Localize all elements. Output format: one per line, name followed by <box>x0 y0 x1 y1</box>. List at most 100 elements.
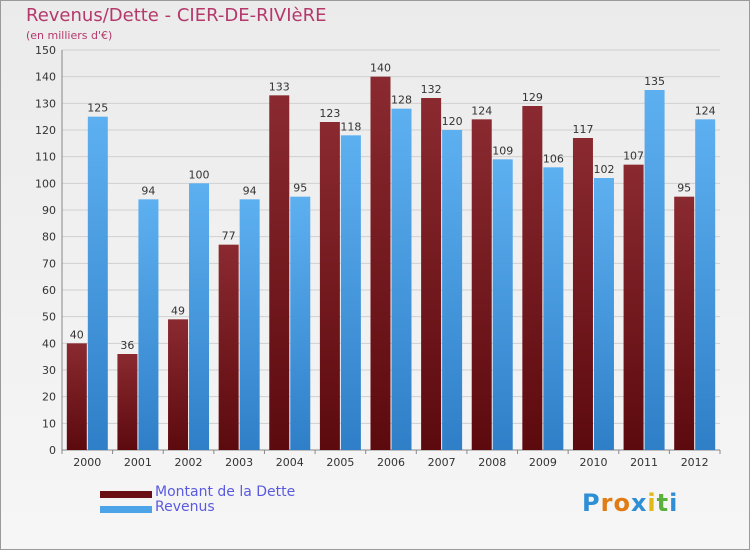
data-label: 132 <box>421 83 442 96</box>
y-tick-label: 40 <box>42 337 56 350</box>
bar-dette <box>471 119 492 450</box>
logo-letter: i <box>669 489 679 517</box>
data-label: 95 <box>677 182 691 195</box>
x-tick-label: 2011 <box>630 456 658 469</box>
bar-revenus <box>644 90 665 450</box>
bar-revenus <box>138 199 159 450</box>
x-tick-label: 2005 <box>326 456 354 469</box>
y-tick-label: 120 <box>35 124 56 137</box>
data-label: 106 <box>543 152 564 165</box>
logo-letter: P <box>582 489 601 517</box>
logo-letter: t <box>656 489 670 517</box>
data-label: 77 <box>222 230 236 243</box>
data-label: 124 <box>471 104 492 117</box>
bar-revenus <box>87 116 108 451</box>
y-tick-label: 100 <box>35 177 56 190</box>
y-tick-label: 30 <box>42 364 56 377</box>
bar-dette <box>168 319 189 450</box>
legend-swatch-revenus <box>100 506 152 513</box>
bar-dette <box>269 95 290 450</box>
data-label: 49 <box>171 304 185 317</box>
y-tick-label: 110 <box>35 151 56 164</box>
legend-label-dette: Montant de la Dette <box>155 484 296 500</box>
data-label: 107 <box>623 150 644 163</box>
x-tick-label: 2002 <box>175 456 203 469</box>
y-tick-label: 60 <box>42 284 56 297</box>
x-tick-label: 2009 <box>529 456 557 469</box>
axes: 0 10 20 30 40 50 60 70 80 90 100 110 120 130 140 150 200… <box>35 44 721 469</box>
data-label: 118 <box>340 120 361 133</box>
data-label: 129 <box>522 91 543 104</box>
x-tick-label: 2006 <box>377 456 405 469</box>
x-tick-label: 2008 <box>478 456 506 469</box>
bar-revenus <box>442 130 463 450</box>
bar-revenus <box>543 167 564 451</box>
y-tick-label: 70 <box>42 257 56 270</box>
data-label: 109 <box>492 144 513 157</box>
bar-revenus <box>593 178 614 450</box>
bar-dette <box>421 98 442 450</box>
x-tick-label: 2007 <box>428 456 456 469</box>
logo-letter: r <box>600 489 614 517</box>
bar-revenus <box>290 196 311 450</box>
logo-letter: o <box>613 489 631 517</box>
x-tick-label: 2004 <box>276 456 304 469</box>
grid-lines <box>62 49 720 451</box>
proxiti-logo: Proxiti <box>582 489 678 517</box>
data-label: 40 <box>70 328 84 341</box>
x-tick-label: 2000 <box>73 456 101 469</box>
data-label: 117 <box>572 123 593 136</box>
bar-dette <box>623 164 644 450</box>
data-label: 125 <box>87 102 108 115</box>
bar-dette <box>319 122 340 450</box>
bar-dette <box>66 343 87 450</box>
y-tick-label: 0 <box>49 444 56 457</box>
data-label: 128 <box>391 94 412 107</box>
legend-label-revenus: Revenus <box>155 499 215 515</box>
data-label: 94 <box>141 184 155 197</box>
data-label: 120 <box>442 115 463 128</box>
data-label: 135 <box>644 75 665 88</box>
data-label: 94 <box>243 184 257 197</box>
data-label: 140 <box>370 62 391 75</box>
chart-title: Revenus/Dette - CIER-DE-RIVIèRE <box>26 5 327 26</box>
x-tick-label: 2010 <box>579 456 607 469</box>
y-tick-label: 20 <box>42 391 56 404</box>
logo-letter: x <box>630 489 648 517</box>
chart-subtitle: (en milliers d'€) <box>26 29 113 42</box>
bar-revenus <box>492 159 513 451</box>
x-tick-label: 2001 <box>124 456 152 469</box>
y-tick-label: 80 <box>42 231 56 244</box>
x-tick-label: 2012 <box>681 456 709 469</box>
y-tick-label: 130 <box>35 97 56 110</box>
data-label: 133 <box>269 80 290 93</box>
bar-dette <box>370 76 391 451</box>
y-tick-label: 140 <box>35 71 56 84</box>
y-tick-label: 10 <box>42 417 56 430</box>
bars <box>66 76 716 451</box>
data-label: 124 <box>695 104 716 117</box>
data-label: 123 <box>319 107 340 120</box>
data-label: 102 <box>593 163 614 176</box>
bar-revenus <box>391 108 412 451</box>
bar-dette <box>572 138 593 450</box>
bar-revenus <box>695 119 716 450</box>
legend-swatch-dette <box>100 491 152 498</box>
data-label: 100 <box>189 168 210 181</box>
y-tick-label: 50 <box>42 311 56 324</box>
bar-dette <box>522 106 543 450</box>
y-tick-label: 150 <box>35 44 56 57</box>
logo-letter: i <box>647 489 657 517</box>
bar-dette <box>218 244 239 450</box>
bar-revenus <box>189 183 210 451</box>
data-label: 95 <box>293 182 307 195</box>
data-label: 36 <box>120 339 134 352</box>
bar-revenus <box>340 135 361 451</box>
bar-dette <box>674 196 695 450</box>
x-tick-label: 2003 <box>225 456 253 469</box>
bar-dette <box>117 354 138 450</box>
y-tick-label: 90 <box>42 204 56 217</box>
bar-revenus <box>239 199 260 450</box>
